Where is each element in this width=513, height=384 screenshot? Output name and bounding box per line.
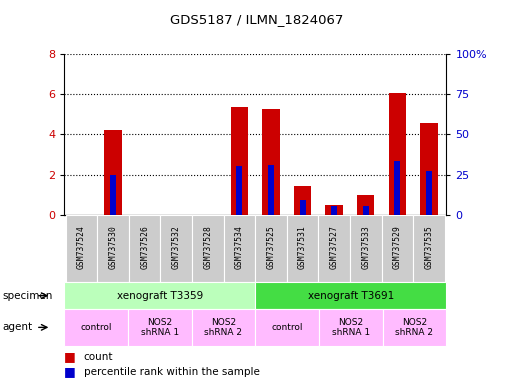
Text: GSM737524: GSM737524 [77, 225, 86, 269]
Bar [325, 205, 343, 215]
Bar [255, 309, 319, 346]
Bar [64, 309, 128, 346]
Bar [268, 165, 274, 215]
Bar [236, 166, 243, 215]
Bar [97, 215, 129, 282]
Text: NOS2
shRNA 2: NOS2 shRNA 2 [396, 318, 433, 337]
Bar [413, 215, 445, 282]
Bar [300, 200, 306, 215]
Bar [319, 215, 350, 282]
Text: GSM737525: GSM737525 [267, 225, 275, 269]
Bar [357, 195, 374, 215]
Bar [161, 215, 192, 282]
Bar [129, 215, 161, 282]
Bar [255, 282, 446, 309]
Text: xenograft T3691: xenograft T3691 [308, 291, 394, 301]
Bar [350, 215, 382, 282]
Bar [255, 215, 287, 282]
Bar [394, 161, 400, 215]
Bar [287, 215, 319, 282]
Text: control: control [80, 323, 112, 332]
Text: GSM737535: GSM737535 [424, 225, 433, 269]
Bar [382, 215, 413, 282]
Bar [105, 131, 122, 215]
Bar [262, 109, 280, 215]
Bar [331, 206, 337, 215]
Text: agent: agent [3, 322, 33, 333]
Text: GDS5187 / ILMN_1824067: GDS5187 / ILMN_1824067 [170, 13, 343, 26]
Bar [294, 186, 311, 215]
Text: GSM737532: GSM737532 [172, 225, 181, 269]
Bar [66, 215, 97, 282]
Text: ■: ■ [64, 365, 76, 378]
Bar [383, 309, 446, 346]
Bar [420, 123, 438, 215]
Text: GSM737526: GSM737526 [140, 225, 149, 269]
Bar [389, 93, 406, 215]
Text: specimen: specimen [3, 291, 53, 301]
Bar [110, 175, 116, 215]
Text: GSM737534: GSM737534 [235, 225, 244, 269]
Text: ■: ■ [64, 350, 76, 363]
Bar [128, 309, 191, 346]
Bar [224, 215, 255, 282]
Text: GSM737530: GSM737530 [109, 225, 117, 269]
Text: count: count [84, 352, 113, 362]
Text: GSM737531: GSM737531 [298, 225, 307, 269]
Bar [64, 282, 255, 309]
Text: GSM737528: GSM737528 [203, 225, 212, 269]
Bar [191, 309, 255, 346]
Text: GSM737533: GSM737533 [361, 225, 370, 269]
Text: GSM737529: GSM737529 [393, 225, 402, 269]
Bar [231, 107, 248, 215]
Text: percentile rank within the sample: percentile rank within the sample [84, 366, 260, 377]
Text: xenograft T3359: xenograft T3359 [116, 291, 203, 301]
Text: NOS2
shRNA 1: NOS2 shRNA 1 [332, 318, 370, 337]
Text: NOS2
shRNA 2: NOS2 shRNA 2 [204, 318, 242, 337]
Bar [363, 206, 369, 215]
Bar [319, 309, 383, 346]
Text: NOS2
shRNA 1: NOS2 shRNA 1 [141, 318, 179, 337]
Text: control: control [271, 323, 303, 332]
Text: GSM737527: GSM737527 [330, 225, 339, 269]
Bar [426, 170, 432, 215]
Bar [192, 215, 224, 282]
